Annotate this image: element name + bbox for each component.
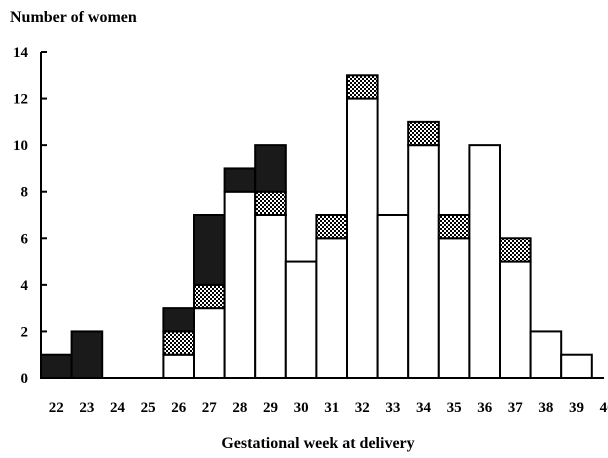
x-tick-label: 38 — [538, 400, 553, 416]
bar-34-checkered — [407, 120, 440, 147]
bar-39-white — [560, 353, 593, 380]
x-tick-label: 23 — [79, 400, 94, 416]
x-tick-label: 27 — [202, 400, 218, 416]
x-tick-label: 35 — [447, 400, 462, 416]
y-tick-label: 4 — [21, 278, 29, 294]
bar-23-black — [70, 330, 104, 379]
bar-30-white — [284, 260, 318, 380]
bar-26-black — [162, 307, 195, 333]
bar-26-white — [162, 353, 195, 380]
x-tick-label: 37 — [508, 400, 524, 416]
bar-28-white — [223, 190, 257, 379]
x-tick-label: 34 — [416, 400, 432, 416]
y-tick-label: 0 — [21, 371, 29, 387]
bar-29-white — [254, 214, 287, 379]
x-tick-label: 25 — [141, 400, 156, 416]
bar-26-checkered — [162, 330, 195, 356]
bar-32-white — [346, 97, 379, 379]
bar-27-black — [193, 214, 226, 286]
bar-33-white — [376, 214, 410, 379]
bar-29-checkered — [254, 190, 287, 216]
bar-29-black — [254, 144, 287, 193]
bar-31-white — [315, 237, 348, 379]
x-tick-label: 33 — [385, 400, 400, 416]
y-tick-label: 12 — [13, 92, 28, 108]
y-tick-label: 6 — [21, 231, 29, 247]
bar-28-black — [223, 167, 257, 193]
bar-22-black — [40, 353, 73, 380]
bar-27-checkered — [193, 283, 226, 310]
y-tick-label: 10 — [13, 138, 28, 154]
bar-35-white — [437, 237, 471, 379]
x-tick-label: 36 — [477, 400, 493, 416]
bar-37-checkered — [499, 237, 532, 263]
y-tick-label: 8 — [21, 185, 29, 201]
x-tick-label: 29 — [263, 400, 278, 416]
y-tick-label: 14 — [13, 45, 29, 61]
x-tick-label: 22 — [49, 400, 64, 416]
x-tick-label: 28 — [232, 400, 247, 416]
x-tick-label: 32 — [355, 400, 370, 416]
x-tick-label: 31 — [324, 400, 339, 416]
bar-31-checkered — [315, 214, 348, 240]
bar-38-white — [529, 330, 563, 379]
x-axis-title: Gestational week at delivery — [221, 435, 414, 452]
bar-32-checkered — [346, 74, 379, 100]
bar-35-checkered — [437, 214, 471, 240]
bar-37-white — [499, 260, 532, 380]
x-tick-label: 40 — [600, 400, 608, 416]
bar-27-white — [193, 307, 226, 379]
y-axis-title: Number of women — [10, 9, 137, 26]
bar-36-white — [468, 144, 501, 379]
x-tick-label: 39 — [569, 400, 584, 416]
x-tick-label: 24 — [110, 400, 126, 416]
x-tick-label: 26 — [171, 400, 187, 416]
plot-area: 2223242526272829303132333435363738394002… — [13, 45, 608, 416]
x-tick-label: 30 — [294, 400, 309, 416]
y-tick-label: 2 — [21, 324, 29, 340]
bar-34-white — [407, 144, 440, 379]
